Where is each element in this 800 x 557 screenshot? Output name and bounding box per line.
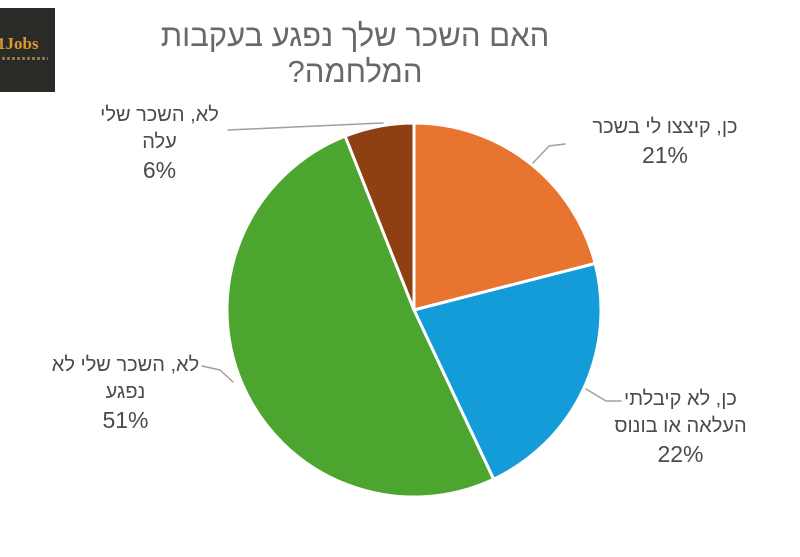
leader-line-not-hurt (201, 365, 234, 383)
pie-label-no-raise: כן, לא קיבלתי העלאה או בונוס 22% (583, 386, 778, 468)
pie-label-percent: 6% (142, 157, 177, 183)
alljobs-logo: 1Jobs (0, 8, 55, 92)
alljobs-logo-text: 1Jobs (0, 34, 39, 53)
pie-slice-salary-not-hurt (225, 134, 496, 499)
pie-label-percent: 22% (657, 441, 704, 467)
pie-label-percent: 21% (641, 142, 689, 168)
pie-label-salary-increased: לא, השכר שלי עלה 6% (62, 102, 257, 184)
pie-label-text: עלה (142, 131, 177, 153)
pie-slice-salary-cut (412, 121, 597, 312)
leader-line-salary-cut (532, 143, 566, 164)
pie-label-text: לא, השכר שלי (100, 104, 219, 126)
pie-label-salary-cut: כן, קיצצו לי בשכר 21% (566, 114, 764, 169)
pie-label-text: כן, לא קיבלתי (624, 388, 737, 410)
pie-label-text: כן, קיצצו לי בשכר (592, 116, 738, 138)
leader-line-no-raise (585, 388, 622, 402)
pie-slice-no-raise-or-bonus (411, 261, 603, 482)
leader-line-salary-increased (227, 122, 384, 131)
alljobs-logo-tagline (2, 57, 48, 60)
pie-label-text: נפגע (105, 381, 146, 403)
pie-label-percent: 51% (102, 407, 149, 433)
pie-label-text: העלאה או בונוס (614, 415, 747, 437)
pie-slice-salary-increased (343, 121, 416, 311)
chart-title: האם השכר שלך נפגע בעקבות המלחמה? (160, 18, 550, 89)
pie-label-text: לא, השכר שלי לא (51, 354, 200, 376)
pie-slices (225, 121, 603, 499)
pie-label-not-hurt: לא, השכר שלי לא נפגע 51% (28, 352, 223, 434)
